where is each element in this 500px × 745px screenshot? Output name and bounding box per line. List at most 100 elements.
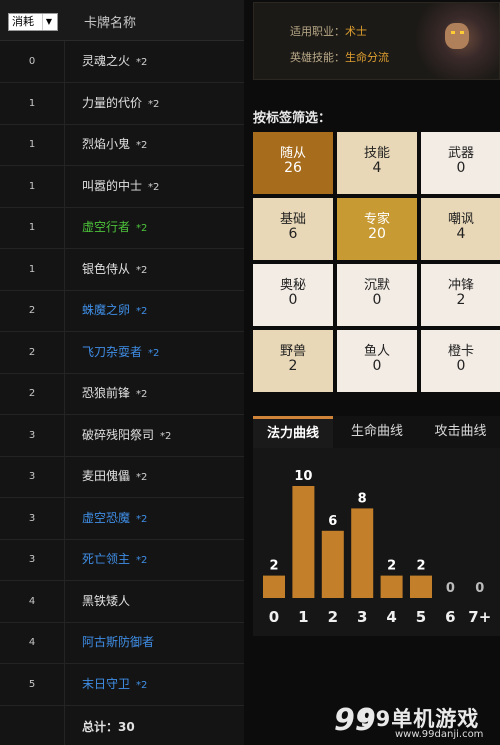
tag-filter[interactable]: 基础 6: [253, 198, 333, 260]
card-name: 银色侍从: [82, 261, 131, 276]
bar-value-label: 8: [358, 491, 367, 506]
tag-name: 鱼人: [363, 344, 390, 359]
tag-name: 基础: [279, 212, 306, 227]
card-count: *2: [136, 306, 148, 317]
tag-name: 野兽: [279, 344, 306, 359]
tag-count: 4: [456, 226, 466, 242]
card-name-link[interactable]: 力量的代价 *2: [82, 83, 159, 124]
card-name-link[interactable]: 麦田傀儡 *2: [82, 456, 147, 497]
card-cost: 4: [0, 580, 65, 622]
table-row[interactable]: 1 银色侍从 *2: [0, 248, 244, 291]
tag-count: 0: [288, 292, 298, 308]
tag-filter[interactable]: 橙卡 0: [421, 330, 500, 392]
card-count: *2: [148, 98, 160, 110]
tab-attack-curve[interactable]: 攻击曲线: [434, 424, 487, 439]
tag-count: 26: [284, 160, 302, 176]
card-name-link[interactable]: 恐狼前锋 *2: [82, 373, 147, 414]
table-row[interactable]: 3 麦田傀儡 *2: [0, 456, 244, 498]
curve-tabs: 法力曲线 生命曲线 攻击曲线: [253, 416, 500, 451]
mana-curve-chart: 2 0 10 1 6 2 8 3 2 4 2 5 0 6 0 7+: [263, 469, 491, 626]
card-name-link[interactable]: 烈焰小鬼 *2: [82, 124, 147, 165]
card-name-link[interactable]: 黑铁矮人: [82, 581, 130, 622]
tag-name: 奥秘: [279, 278, 306, 293]
tag-filter[interactable]: 沉默 0: [337, 264, 417, 326]
tag-count: 4: [372, 160, 382, 176]
tag-name: 嘲讽: [447, 212, 474, 227]
table-row[interactable]: 1 力量的代价 *2: [0, 82, 244, 125]
table-row[interactable]: 0 灵魂之火 *2: [0, 41, 244, 83]
category-tick-label: 2: [328, 608, 338, 626]
card-name: 末日守卫: [82, 676, 131, 691]
table-row[interactable]: 3 虚空恐魔 *2: [0, 497, 244, 540]
hero-power-value: 生命分流: [345, 51, 389, 64]
card-name-link[interactable]: 叫嚣的中士 *2: [82, 166, 159, 207]
tag-name: 冲锋: [447, 278, 474, 293]
tag-count: 0: [372, 292, 382, 308]
card-count: *2: [136, 472, 148, 483]
tag-filter[interactable]: 奥秘 0: [253, 264, 333, 326]
card-name-link[interactable]: 虚空行者 *2: [82, 207, 147, 248]
card-count: *2: [136, 57, 148, 68]
card-name-link[interactable]: 阿古斯防御者: [82, 622, 154, 663]
chart-bar: [410, 575, 432, 598]
tag-filter[interactable]: 武器 0: [421, 132, 500, 194]
tag-filter[interactable]: 嘲讽 4: [421, 198, 500, 260]
card-name-link[interactable]: 飞刀杂耍者 *2: [82, 332, 159, 373]
card-cost: 1: [0, 248, 65, 290]
tab-health-curve[interactable]: 生命曲线: [350, 424, 403, 439]
table-row[interactable]: 2 恐狼前锋 *2: [0, 373, 244, 415]
tag-filter[interactable]: 技能 4: [337, 132, 417, 194]
card-count: *2: [136, 223, 148, 234]
tag-filter[interactable]: 专家 20: [337, 198, 417, 260]
table-row[interactable]: 3 破碎残阳祭司 *2: [0, 414, 244, 457]
total-count: 总计：30: [82, 720, 135, 734]
sort-select-value: 消耗: [12, 15, 34, 28]
filter-title: 按标签筛选：: [253, 111, 332, 126]
tag-count: 2: [288, 358, 298, 374]
chart-bar: [321, 530, 344, 598]
card-name-link[interactable]: 破碎残阳祭司 *2: [82, 415, 171, 456]
hero-portrait: [409, 3, 499, 79]
table-row[interactable]: 2 蛛魔之卵 *2: [0, 290, 244, 332]
tag-filter[interactable]: 冲锋 2: [421, 264, 500, 326]
watermark-brand: 99单机游戏: [360, 707, 480, 731]
hero-info-panel: 适用职业：术士 英雄技能：生命分流: [253, 2, 500, 80]
chart-bar: [351, 508, 374, 598]
tag-filter[interactable]: 鱼人 0: [337, 330, 417, 392]
table-row[interactable]: 4 阿古斯防御者: [0, 622, 244, 664]
card-name-link[interactable]: 虚空恐魔 *2: [82, 498, 147, 539]
tag-name: 沉默: [363, 278, 390, 293]
tag-filter[interactable]: 随从 26: [253, 132, 333, 194]
bar-value-label: 2: [269, 559, 278, 574]
category-tick-label: 4: [386, 608, 396, 626]
card-name-link[interactable]: 灵魂之火 *2: [82, 41, 147, 82]
card-cost: 1: [0, 165, 65, 207]
card-cost: 3: [0, 414, 65, 456]
tag-name: 随从: [279, 146, 306, 161]
table-row[interactable]: 5 末日守卫 *2: [0, 663, 244, 706]
card-name-link[interactable]: 蛛魔之卵 *2: [82, 290, 147, 331]
table-row[interactable]: 1 烈焰小鬼 *2: [0, 124, 244, 166]
sort-select[interactable]: 消耗 ▼: [8, 13, 58, 31]
card-list-panel: 消耗 ▼ 卡牌名称 0 灵魂之火 *2 1 力量的代价 *2 1 烈焰小鬼 *2 1 叫嚣的中士 *2…: [0, 0, 244, 745]
table-row[interactable]: 1 叫嚣的中士 *2: [0, 165, 244, 208]
tab-mana-curve[interactable]: 法力曲线: [253, 416, 333, 451]
table-row[interactable]: 3 死亡领主 *2: [0, 539, 244, 581]
card-cost: 2: [0, 290, 65, 331]
table-row[interactable]: 2 飞刀杂耍者 *2: [0, 331, 244, 374]
bar-value-label: 0: [475, 581, 484, 596]
card-list-header: 消耗 ▼ 卡牌名称: [0, 0, 244, 41]
card-cost: 1: [0, 124, 65, 165]
card-name: 破碎残阳祭司: [82, 427, 155, 442]
table-row[interactable]: 4 黑铁矮人: [0, 580, 244, 623]
chevron-down-icon[interactable]: ▼: [42, 14, 55, 30]
card-name: 死亡领主: [82, 552, 131, 566]
card-name-link[interactable]: 死亡领主 *2: [82, 539, 147, 580]
tag-filter[interactable]: 野兽 2: [253, 330, 333, 392]
card-count: *2: [136, 555, 148, 566]
card-name: 蛛魔之卵: [82, 303, 131, 317]
card-name-link[interactable]: 末日守卫 *2: [82, 664, 147, 705]
table-row[interactable]: 1 虚空行者 *2: [0, 207, 244, 249]
card-name-link[interactable]: 银色侍从 *2: [82, 249, 147, 290]
card-name: 力量的代价: [82, 95, 143, 110]
